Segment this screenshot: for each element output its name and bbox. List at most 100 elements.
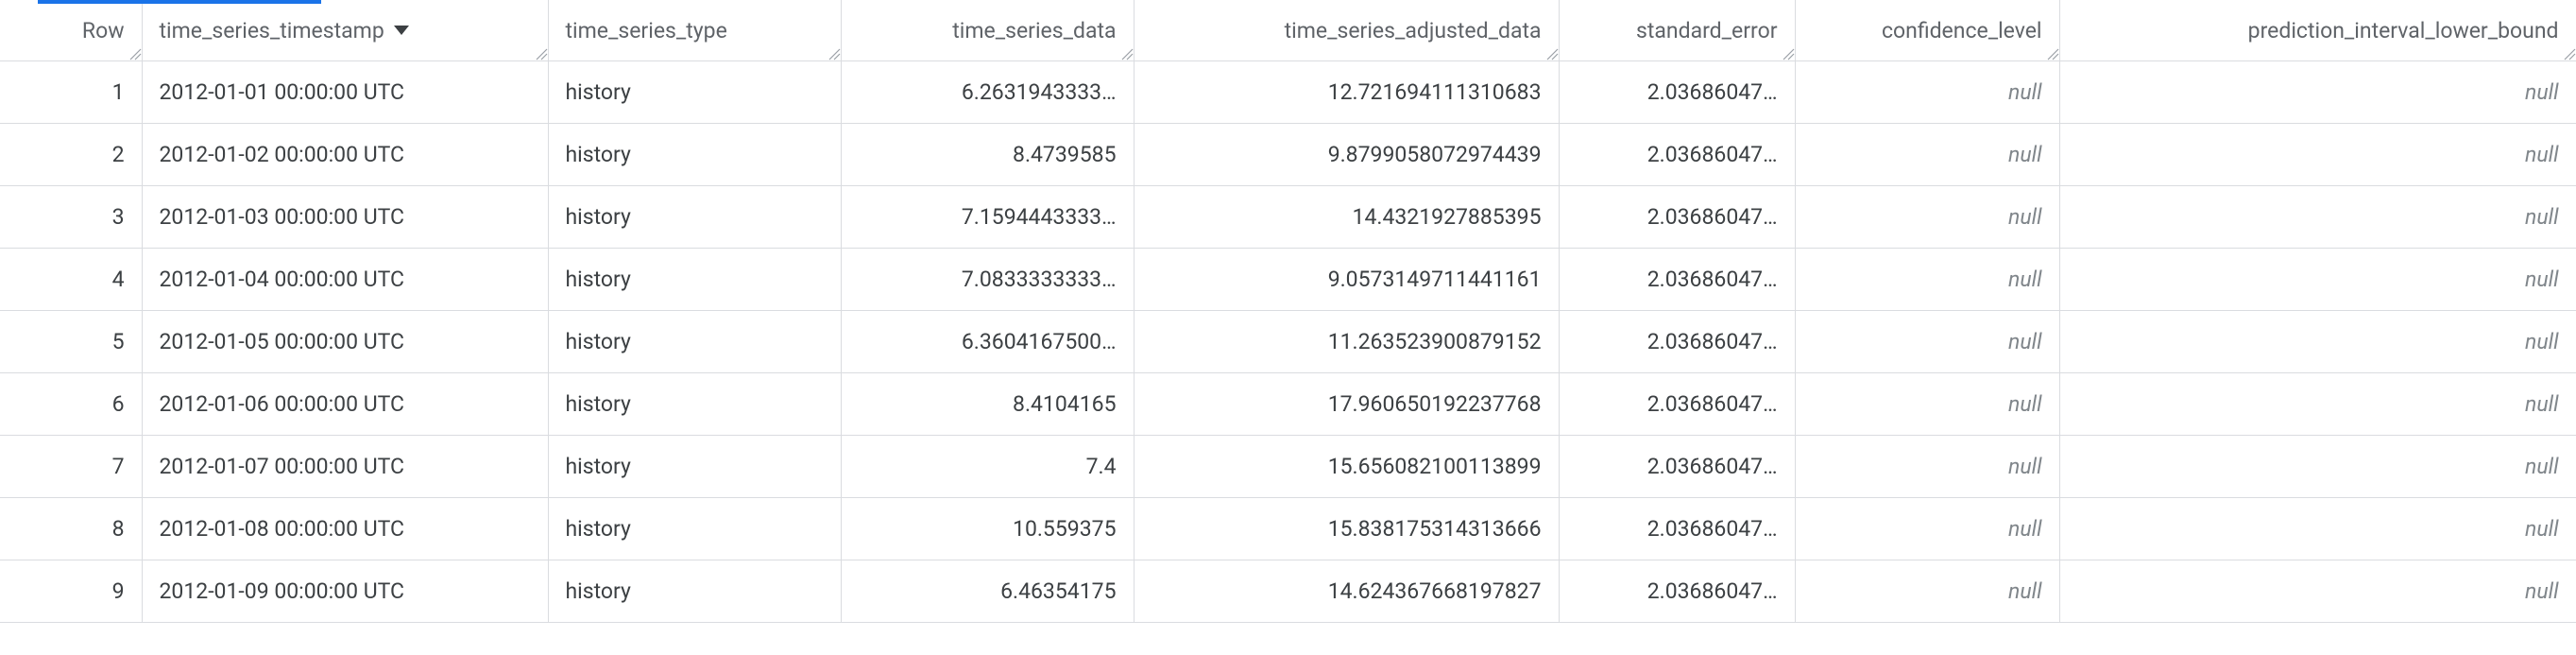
column-header-se[interactable]: standard_error	[1559, 0, 1795, 60]
cell-se: 2.03686047…	[1559, 123, 1795, 185]
cell-se: 2.03686047…	[1559, 560, 1795, 622]
column-header-pil[interactable]: prediction_interval_lower_bound	[2059, 0, 2576, 60]
column-header-label: time_series_data	[952, 18, 1116, 43]
cell-type: history	[548, 497, 841, 560]
cell-data: 8.4104165	[841, 372, 1134, 435]
cell-type: history	[548, 123, 841, 185]
table-row[interactable]: 72012-01-07 00:00:00 UTChistory7.415.656…	[0, 435, 2576, 497]
column-header-data[interactable]: time_series_data	[841, 0, 1134, 60]
cell-adj: 17.960650192237768	[1134, 372, 1559, 435]
cell-row: 5	[0, 310, 142, 372]
cell-pil: null	[2059, 60, 2576, 123]
cell-cl: null	[1795, 372, 2059, 435]
cell-pil: null	[2059, 435, 2576, 497]
cell-type: history	[548, 185, 841, 248]
cell-data: 10.559375	[841, 497, 1134, 560]
cell-pil: null	[2059, 185, 2576, 248]
cell-pil: null	[2059, 248, 2576, 310]
cell-ts: 2012-01-01 00:00:00 UTC	[142, 60, 548, 123]
cell-row: 2	[0, 123, 142, 185]
column-header-label: confidence_level	[1882, 18, 2042, 43]
results-table: Row time_series_timestamp time_series_type…	[0, 0, 2576, 623]
column-header-ts[interactable]: time_series_timestamp	[142, 0, 548, 60]
cell-adj: 12.721694111310683	[1134, 60, 1559, 123]
cell-cl: null	[1795, 185, 2059, 248]
cell-type: history	[548, 310, 841, 372]
cell-cl: null	[1795, 435, 2059, 497]
cell-adj: 15.656082100113899	[1134, 435, 1559, 497]
cell-type: history	[548, 248, 841, 310]
table-header-row: Row time_series_timestamp time_series_type…	[0, 0, 2576, 60]
cell-data: 7.1594443333…	[841, 185, 1134, 248]
cell-pil: null	[2059, 310, 2576, 372]
cell-ts: 2012-01-08 00:00:00 UTC	[142, 497, 548, 560]
cell-data: 8.4739585	[841, 123, 1134, 185]
table-row[interactable]: 12012-01-01 00:00:00 UTChistory6.2631943…	[0, 60, 2576, 123]
column-resize-handle[interactable]	[826, 45, 841, 60]
table-row[interactable]: 92012-01-09 00:00:00 UTChistory6.4635417…	[0, 560, 2576, 622]
column-header-adj[interactable]: time_series_adjusted_data	[1134, 0, 1559, 60]
cell-type: history	[548, 435, 841, 497]
cell-row: 9	[0, 560, 142, 622]
column-resize-handle[interactable]	[1118, 45, 1134, 60]
column-resize-handle[interactable]	[1780, 45, 1795, 60]
cell-row: 7	[0, 435, 142, 497]
cell-row: 3	[0, 185, 142, 248]
cell-row: 6	[0, 372, 142, 435]
cell-row: 1	[0, 60, 142, 123]
column-resize-handle[interactable]	[2044, 45, 2059, 60]
column-header-type[interactable]: time_series_type	[548, 0, 841, 60]
cell-pil: null	[2059, 372, 2576, 435]
cell-row: 8	[0, 497, 142, 560]
cell-data: 6.2631943333…	[841, 60, 1134, 123]
column-header-label: time_series_adjusted_data	[1285, 18, 1542, 43]
column-resize-handle[interactable]	[2561, 45, 2576, 60]
column-resize-handle[interactable]	[533, 45, 548, 60]
cell-pil: null	[2059, 123, 2576, 185]
cell-ts: 2012-01-09 00:00:00 UTC	[142, 560, 548, 622]
column-resize-handle[interactable]	[1544, 45, 1559, 60]
cell-se: 2.03686047…	[1559, 435, 1795, 497]
cell-se: 2.03686047…	[1559, 248, 1795, 310]
cell-adj: 15.838175314313666	[1134, 497, 1559, 560]
cell-adj: 14.624367668197827	[1134, 560, 1559, 622]
cell-pil: null	[2059, 497, 2576, 560]
cell-cl: null	[1795, 123, 2059, 185]
column-header-row[interactable]: Row	[0, 0, 142, 60]
cell-se: 2.03686047…	[1559, 497, 1795, 560]
column-resize-handle[interactable]	[127, 45, 142, 60]
cell-cl: null	[1795, 60, 2059, 123]
column-header-label: prediction_interval_lower_bound	[2248, 18, 2559, 43]
cell-cl: null	[1795, 560, 2059, 622]
cell-se: 2.03686047…	[1559, 185, 1795, 248]
cell-se: 2.03686047…	[1559, 60, 1795, 123]
cell-se: 2.03686047…	[1559, 310, 1795, 372]
cell-data: 7.4	[841, 435, 1134, 497]
cell-adj: 14.4321927885395	[1134, 185, 1559, 248]
cell-adj: 9.0573149711441161	[1134, 248, 1559, 310]
cell-cl: null	[1795, 310, 2059, 372]
table-row[interactable]: 32012-01-03 00:00:00 UTChistory7.1594443…	[0, 185, 2576, 248]
cell-ts: 2012-01-07 00:00:00 UTC	[142, 435, 548, 497]
column-header-label: time_series_type	[566, 18, 727, 43]
column-header-label: standard_error	[1636, 18, 1778, 43]
cell-data: 6.3604167500…	[841, 310, 1134, 372]
table-row[interactable]: 22012-01-02 00:00:00 UTChistory8.4739585…	[0, 123, 2576, 185]
cell-data: 7.0833333333…	[841, 248, 1134, 310]
column-header-cl[interactable]: confidence_level	[1795, 0, 2059, 60]
table-row[interactable]: 52012-01-05 00:00:00 UTChistory6.3604167…	[0, 310, 2576, 372]
cell-cl: null	[1795, 497, 2059, 560]
cell-data: 6.46354175	[841, 560, 1134, 622]
cell-ts: 2012-01-02 00:00:00 UTC	[142, 123, 548, 185]
table-row[interactable]: 42012-01-04 00:00:00 UTChistory7.0833333…	[0, 248, 2576, 310]
cell-type: history	[548, 60, 841, 123]
table-row[interactable]: 62012-01-06 00:00:00 UTChistory8.4104165…	[0, 372, 2576, 435]
cell-row: 4	[0, 248, 142, 310]
column-header-label: Row	[82, 18, 125, 43]
cell-ts: 2012-01-05 00:00:00 UTC	[142, 310, 548, 372]
cell-type: history	[548, 560, 841, 622]
cell-ts: 2012-01-06 00:00:00 UTC	[142, 372, 548, 435]
cell-se: 2.03686047…	[1559, 372, 1795, 435]
table-row[interactable]: 82012-01-08 00:00:00 UTChistory10.559375…	[0, 497, 2576, 560]
column-header-label: time_series_timestamp	[160, 18, 384, 43]
